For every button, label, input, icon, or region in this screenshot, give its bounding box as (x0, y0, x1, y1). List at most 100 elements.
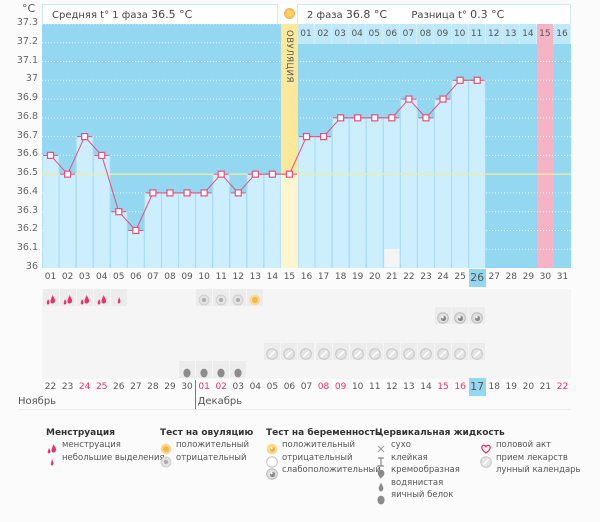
temperature-point (251, 170, 259, 178)
calendar-date-label: 02 (215, 382, 227, 392)
marker-row (42, 361, 571, 379)
ovulation-negative-icon (198, 291, 210, 306)
y-tick-label: 37.3 (16, 17, 38, 28)
pregnancy-weak-icon (454, 309, 466, 324)
medication-cell (281, 343, 298, 360)
next-cycle-day-label: 13 (502, 24, 520, 44)
medication-cell (400, 343, 417, 360)
calendar-date-label: 26 (113, 382, 125, 392)
cycle-day-label: 28 (505, 272, 517, 282)
moon-icon (480, 465, 491, 479)
y-tick-label: 36.6 (16, 148, 38, 160)
temperature-bar (196, 192, 213, 268)
pregnancy-weak-icon (266, 465, 278, 480)
cycle-day-label: 05 (113, 272, 125, 282)
month-label-november: Ноябрь (18, 396, 57, 407)
sun-positive-icon (160, 440, 172, 455)
calendar-date-label: 07 (300, 382, 313, 392)
y-tick-label: 37 (25, 73, 38, 85)
temperature-point (302, 133, 311, 141)
calendar-date-label: 09 (334, 382, 347, 392)
spotting-cell (110, 289, 127, 306)
legend-item-label: положительный (176, 440, 249, 450)
temperature-point (63, 170, 72, 178)
cycle-day-label: 13 (249, 272, 262, 282)
legend-item-label: кремообразная (391, 465, 460, 475)
calendar-date-label: 30 (181, 382, 193, 392)
cycle-day-label: 17 (317, 272, 330, 282)
menstruation-drops-icon (46, 440, 57, 454)
ovulation-sun-icon (283, 8, 295, 19)
legend-item-label: лунный календарь (496, 465, 581, 475)
temperature-point (234, 189, 242, 197)
cycle-day-label: 20 (369, 272, 381, 282)
y-tick-label: 36.1 (16, 242, 38, 254)
next-cycle-day-label: 16 (553, 24, 571, 44)
menstruation-drops-icon (96, 291, 108, 305)
creamy-icon (375, 465, 386, 479)
cycle-day-label: 21 (386, 272, 398, 282)
legend-item-label: сухо (391, 440, 411, 450)
temperature-point (388, 114, 396, 122)
temperature-point (132, 226, 140, 235)
egg-white-icon (215, 363, 227, 378)
legend-item-label: небольшие выделения (62, 452, 165, 463)
medication-cell (366, 343, 383, 360)
medication-cell (264, 343, 281, 360)
temperature-bar (230, 192, 247, 268)
temperature-bar (264, 174, 281, 268)
phase1-value: 36.5 °C (151, 8, 193, 21)
cycle-day-label: 15 (283, 272, 296, 282)
y-tick-label: 36.9 (16, 92, 38, 104)
temperature-point (354, 114, 362, 122)
pregnancy-weak-icon (471, 309, 483, 324)
temperature-point (439, 95, 447, 103)
pill-icon (266, 345, 279, 360)
legend-group-title: Менструация (46, 428, 115, 438)
egg-white-icon (198, 363, 210, 378)
calendar-date-label: 11 (369, 382, 381, 392)
temperature-point (337, 114, 345, 122)
pill-icon (437, 345, 449, 360)
calendar-date-label: 27 (130, 382, 142, 392)
pregnancy-test-weak-cell (434, 307, 451, 324)
pregnancy-positive-icon (266, 440, 278, 455)
calendar-date-label: 24 (78, 382, 91, 392)
cycle-day-label: 01 (44, 272, 57, 282)
medication-cell (315, 343, 332, 360)
temperature-point (473, 76, 481, 84)
temperature-bar (383, 117, 400, 268)
pill-icon (300, 345, 313, 360)
ovulation-test-negative-cell (230, 289, 247, 306)
egg-white-cell (213, 361, 230, 378)
phase2-value: 36.8 °C (345, 8, 388, 21)
legend-item-label: менструация (62, 440, 121, 450)
temperature-bar (213, 174, 230, 268)
diff-value: 0.3 °C (470, 8, 505, 21)
cycle-day-label: 10 (198, 272, 210, 282)
temperature-point (200, 189, 208, 197)
phase1-label: Средняя t° 1 фаза (52, 10, 148, 21)
small-drop-icon (46, 453, 57, 465)
cycle-day-label: 24 (437, 272, 449, 282)
ovulation-test-negative-cell (213, 289, 230, 306)
phase2-label: 2 фаза (307, 10, 343, 21)
cycle-day-label: 16 (300, 272, 313, 282)
medication-cell (349, 343, 366, 360)
temperature-point (456, 76, 464, 84)
pill-icon (480, 453, 492, 468)
temperature-point (98, 151, 106, 159)
temperature-bar (161, 192, 179, 268)
ovulation-positive-icon (249, 291, 261, 306)
ovulation-band (280, 24, 298, 175)
gray-circle-negative-icon (160, 453, 172, 467)
legend-group-title: Цервикальная жидкость (375, 428, 505, 438)
temperature-bar (42, 155, 59, 268)
calendar-date-label: 22 (556, 382, 569, 392)
pill-icon (317, 345, 330, 360)
menstruation-cell (59, 289, 76, 306)
egg-white-icon (232, 363, 244, 378)
next-cycle-day-label: 12 (485, 24, 503, 44)
calendar-date-label: 01 (198, 382, 210, 392)
ovulation-band-lower (280, 174, 298, 268)
